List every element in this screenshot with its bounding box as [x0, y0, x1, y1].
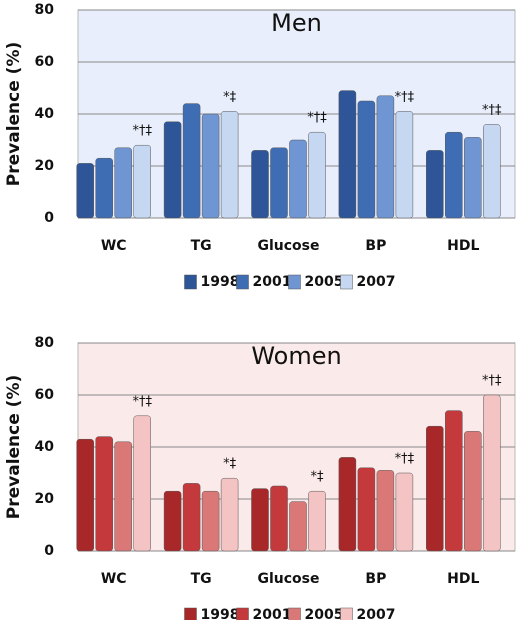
legend-swatch — [288, 274, 301, 290]
legend-label: 2005 — [305, 274, 344, 290]
bar — [464, 431, 482, 552]
x-tick-label: Glucose — [257, 238, 319, 254]
y-axis-label: Prevalence (%) — [4, 42, 24, 186]
bar — [308, 490, 326, 552]
x-tick-label: WC — [101, 238, 127, 254]
annotation: *‡ — [223, 457, 237, 472]
legend-swatch — [236, 274, 249, 290]
y-tick-label: 80 — [35, 2, 55, 18]
bar — [95, 436, 113, 552]
x-tick-label: TG — [191, 571, 212, 587]
y-tick-label: 0 — [44, 543, 54, 559]
bar — [201, 490, 220, 552]
bar — [445, 410, 463, 552]
bar — [251, 150, 269, 219]
y-tick-label: 60 — [35, 54, 55, 70]
bar — [163, 490, 182, 552]
annotation: *‡ — [223, 90, 237, 105]
bar — [251, 488, 269, 552]
x-tick-label: HDL — [447, 238, 479, 254]
bar — [395, 472, 414, 552]
annotation: *†‡ — [395, 452, 415, 467]
x-tick-label: BP — [365, 571, 386, 587]
bar — [220, 111, 239, 219]
legend-label: 2001 — [253, 274, 292, 290]
bar — [95, 157, 113, 219]
bar — [182, 483, 201, 552]
annotation: *‡ — [311, 470, 325, 485]
legend-label: 1998 — [201, 607, 240, 620]
bar — [76, 163, 94, 219]
legend-label: 2005 — [305, 607, 344, 620]
bar — [308, 131, 326, 219]
bar — [483, 394, 501, 552]
legend-swatch — [184, 274, 197, 290]
bar — [426, 150, 444, 219]
chart-title: Men — [271, 9, 322, 37]
annotation: *†‡ — [307, 111, 327, 126]
bar — [376, 470, 395, 552]
y-tick-label: 40 — [35, 439, 55, 455]
bar — [114, 147, 132, 219]
x-tick-label: TG — [191, 238, 212, 254]
bar — [395, 111, 414, 219]
bar — [464, 137, 482, 219]
y-tick-label: 60 — [35, 387, 55, 403]
legend-swatch — [340, 607, 353, 623]
annotation: *†‡ — [132, 124, 152, 139]
bar — [182, 103, 201, 219]
legend-swatch — [288, 607, 301, 623]
annotation: *†‡ — [395, 90, 415, 105]
legend-swatch — [184, 607, 197, 623]
bar — [133, 144, 151, 219]
bar — [289, 139, 307, 219]
y-tick-label: 80 — [35, 335, 55, 351]
bar — [357, 100, 376, 219]
bar — [357, 467, 376, 552]
y-tick-label: 0 — [44, 210, 54, 226]
annotation: *†‡ — [132, 394, 152, 409]
annotation: *†‡ — [482, 103, 502, 118]
bar — [201, 113, 220, 219]
x-tick-label: HDL — [447, 571, 479, 587]
chart-title: Women — [251, 342, 341, 370]
legend-label: 2007 — [357, 607, 396, 620]
y-tick-label: 40 — [35, 106, 55, 122]
bar — [376, 95, 395, 219]
bar — [338, 90, 357, 219]
bar — [163, 121, 182, 219]
bar — [289, 501, 307, 552]
y-tick-label: 20 — [35, 158, 55, 174]
bar — [133, 415, 151, 552]
bar — [76, 438, 94, 552]
x-tick-label: Glucose — [257, 571, 319, 587]
bar — [270, 147, 288, 219]
bar — [426, 425, 444, 552]
y-tick-label: 20 — [35, 491, 55, 507]
bar — [220, 477, 239, 552]
x-tick-label: BP — [365, 238, 386, 254]
legend-label: 1998 — [201, 274, 240, 290]
bar — [114, 441, 132, 552]
legend-label: 2007 — [357, 274, 396, 290]
bar — [338, 457, 357, 552]
x-tick-label: WC — [101, 571, 127, 587]
annotation: *†‡ — [482, 374, 502, 389]
bar — [483, 124, 501, 219]
legend-label: 2001 — [253, 607, 292, 620]
bar — [445, 131, 463, 219]
legend-swatch — [340, 274, 353, 290]
y-axis-label: Prevalence (%) — [4, 375, 24, 519]
legend-swatch — [236, 607, 249, 623]
bar — [270, 485, 288, 552]
